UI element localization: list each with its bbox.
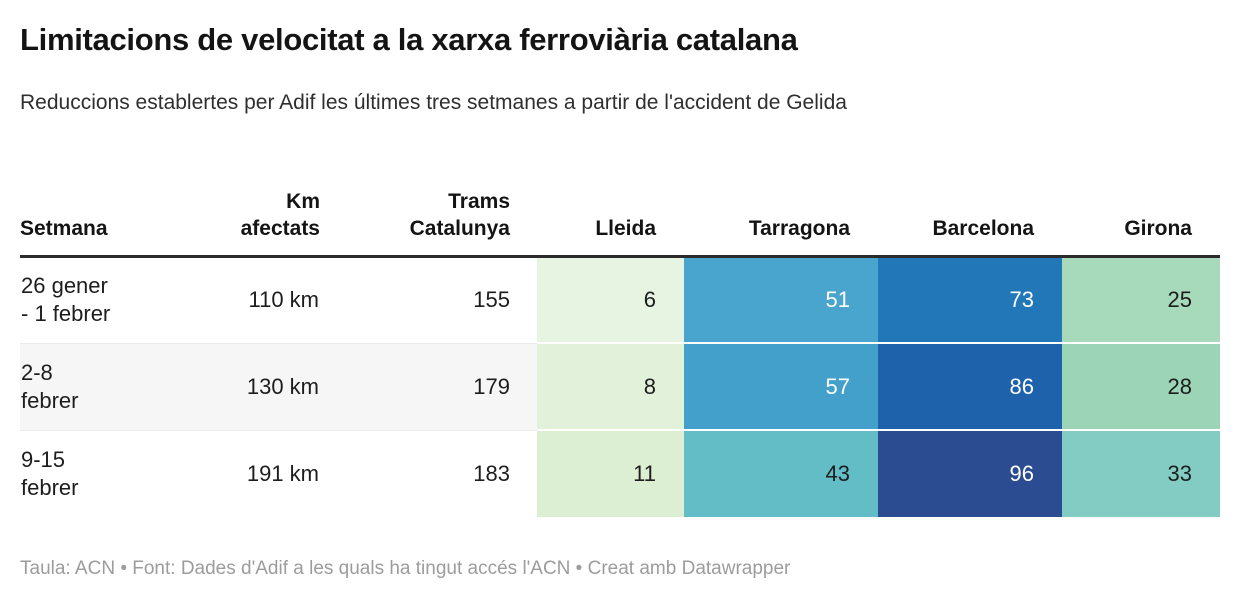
heat-cell-barcelona: 96 — [878, 430, 1062, 517]
footer-attribution: Taula: ACN • Font: Dades d'Adif a les qu… — [20, 558, 791, 579]
heat-cell-lleida: 11 — [537, 430, 684, 517]
cell-trams-catalunya: 183 — [473, 460, 510, 486]
chart-container: Limitacions de velocitat a la xarxa ferr… — [20, 22, 1220, 579]
heat-cell-tarragona: 51 — [684, 256, 878, 344]
heat-cell-tarragona: 57 — [684, 343, 878, 431]
column-header-girona: Girona — [1062, 167, 1220, 258]
column-header-barcelona: Barcelona — [878, 167, 1062, 258]
cell-trams-catalunya: 155 — [320, 256, 537, 344]
column-header-trams-catalunya: Trams Catalunya — [320, 167, 537, 258]
cell-km-afectats: 110 km — [170, 256, 320, 344]
column-header-lleida: Lleida — [537, 167, 684, 258]
column-header-setmana: Setmana — [20, 167, 170, 258]
table-row: 2-8 febrer 130 km 179 8 57 86 28 — [20, 343, 1220, 431]
heat-cell-girona: 33 — [1062, 430, 1220, 517]
heat-cell-barcelona: 73 — [878, 256, 1062, 344]
cell-setmana: 9-15 febrer — [21, 446, 79, 500]
heat-cell-lleida: 8 — [537, 343, 684, 431]
page-subtitle: Reduccions establertes per Adif les últi… — [20, 91, 847, 114]
cell-setmana: 26 gener - 1 febrer — [20, 256, 170, 344]
cell-km-afectats: 130 km — [170, 343, 320, 431]
table-header-row: Setmana Km afectats Trams Catalunya Llei… — [20, 167, 1220, 258]
heat-cell-lleida: 6 — [537, 256, 684, 344]
cell-setmana: 2-8 febrer — [20, 343, 170, 431]
table-row: 26 gener - 1 febrer 110 km 155 6 51 73 2… — [20, 256, 1220, 344]
heat-cell-barcelona: 86 — [878, 343, 1062, 431]
heat-cell-girona: 25 — [1062, 256, 1220, 344]
heat-cell-tarragona: 43 — [684, 430, 878, 517]
column-header-tarragona: Tarragona — [684, 167, 878, 258]
column-header-km-afectats: Km afectats — [170, 167, 320, 258]
heat-cell-girona: 28 — [1062, 343, 1220, 431]
table-row: 9-15 febrer 191 km 183 11 43 96 33 — [20, 430, 1220, 517]
cell-trams-catalunya: 179 — [320, 343, 537, 431]
page-title: Limitacions de velocitat a la xarxa ferr… — [20, 22, 798, 57]
data-table: Setmana Km afectats Trams Catalunya Llei… — [20, 167, 1220, 517]
cell-km-afectats: 191 km — [246, 460, 319, 486]
